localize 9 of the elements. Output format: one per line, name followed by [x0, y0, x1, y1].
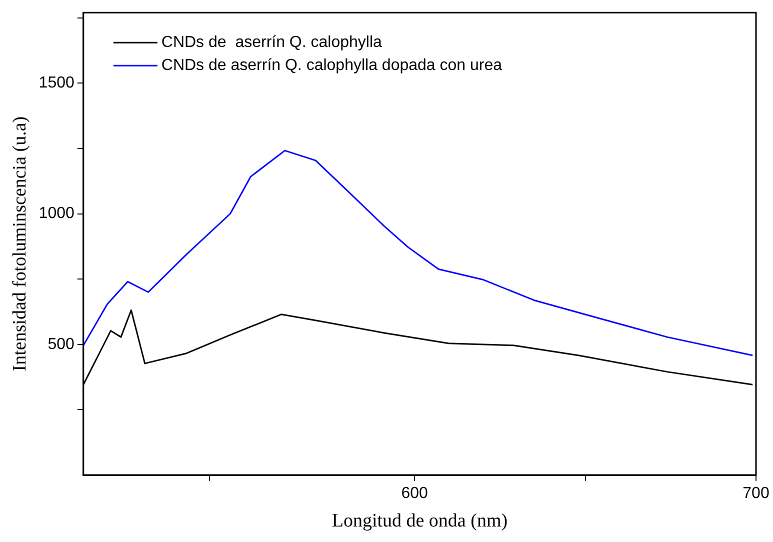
y-tick-label: 500 [48, 336, 74, 353]
legend-label: CNDs de aserrín Q. calophylla dopada con urea [161, 57, 502, 74]
x-axis-title: Longitud de onda (nm) [332, 510, 508, 532]
y-tick-label: 1500 [38, 74, 74, 92]
y-tick-label: 1000 [38, 205, 74, 222]
x-tick-label: 700 [742, 485, 770, 502]
legend-label: CNDs de aserrín Q. calophylla [161, 34, 382, 52]
x-tick-label: 600 [401, 485, 428, 502]
y-axis-title: Intensidad fotoluminscencia (u.a) [9, 116, 30, 372]
